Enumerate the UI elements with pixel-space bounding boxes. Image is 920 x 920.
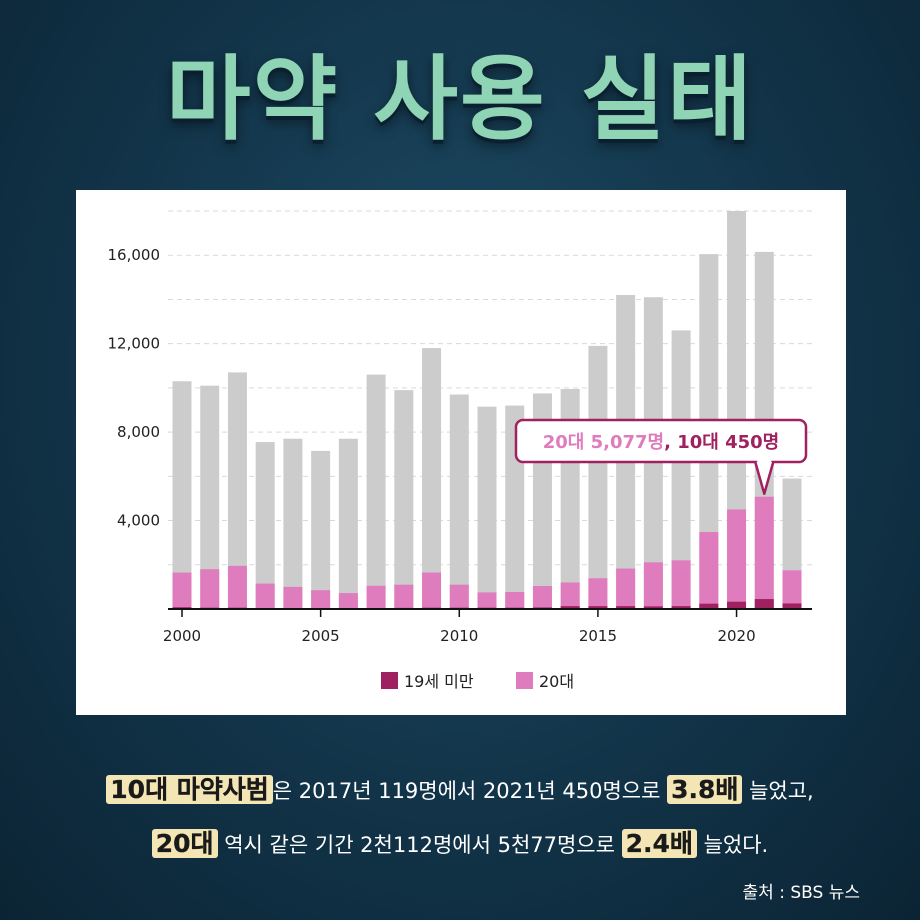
bar-total bbox=[422, 348, 442, 609]
callout-twenties-count: 20대 5,077명 bbox=[543, 432, 664, 453]
bar-teen bbox=[643, 606, 663, 609]
caption-highlight-twenties: 20대 bbox=[151, 829, 218, 858]
y-tick-label: 8,000 bbox=[117, 423, 160, 441]
bar-teen bbox=[782, 603, 802, 609]
caption-highlight-ratio: 3.8배 bbox=[667, 775, 743, 804]
bar-twenties bbox=[394, 584, 414, 609]
bar-teen bbox=[671, 606, 691, 609]
bar-twenties bbox=[560, 582, 580, 609]
x-tick-label: 2000 bbox=[163, 627, 201, 645]
bar-twenties bbox=[505, 591, 525, 609]
bar-twenties bbox=[227, 565, 247, 609]
caption-text: 은 2017년 119명에서 2021년 450명으로 bbox=[272, 779, 668, 803]
bar-twenties bbox=[699, 532, 719, 609]
legend-label-teen: 19세 미만 bbox=[404, 672, 474, 691]
x-tick-label: 2020 bbox=[717, 627, 755, 645]
chart-panel: 4,000 8,000 12,000 16,000 2000 2005 2010 2015 20… bbox=[76, 190, 846, 715]
bar-twenties bbox=[643, 562, 663, 609]
bar-total bbox=[394, 390, 414, 609]
legend-swatch-twenties bbox=[516, 672, 533, 689]
bar-chart: 4,000 8,000 12,000 16,000 2000 2005 2010 2015 20… bbox=[108, 210, 812, 691]
bar-total bbox=[255, 442, 275, 609]
bar-twenties bbox=[449, 584, 469, 609]
x-tick-label: 2015 bbox=[579, 627, 617, 645]
bar-total bbox=[477, 406, 497, 609]
bar-total bbox=[172, 381, 192, 609]
bar-twenties bbox=[532, 586, 552, 609]
bar-total bbox=[449, 394, 469, 609]
y-tick-label: 16,000 bbox=[108, 246, 161, 264]
bar-teen bbox=[754, 599, 774, 609]
bar-twenties bbox=[588, 578, 608, 609]
callout-pointer-mask bbox=[757, 459, 772, 464]
bar-twenties bbox=[782, 570, 802, 609]
caption-highlight-ratio: 2.4배 bbox=[621, 829, 697, 858]
bar-twenties bbox=[671, 560, 691, 609]
bar-twenties bbox=[422, 572, 442, 609]
x-tick-label: 2005 bbox=[302, 627, 340, 645]
legend-swatch-teen bbox=[381, 672, 398, 689]
source-credit: 출처 : SBS 뉴스 bbox=[742, 883, 860, 903]
bar-total bbox=[283, 438, 303, 609]
bar-twenties bbox=[255, 583, 275, 609]
bar-teen bbox=[616, 606, 636, 609]
bar-total bbox=[200, 385, 220, 609]
bar-teen bbox=[560, 606, 580, 609]
bar-twenties bbox=[477, 592, 497, 609]
bar-twenties bbox=[616, 568, 636, 609]
bar-total bbox=[366, 374, 386, 609]
bar-twenties bbox=[727, 509, 747, 609]
bar-total bbox=[671, 330, 691, 609]
caption-text: 역시 같은 기간 2천112명에서 5천77명으로 bbox=[217, 833, 622, 857]
bar-teen bbox=[588, 606, 608, 609]
bar-twenties bbox=[311, 590, 331, 609]
bar-twenties bbox=[283, 586, 303, 609]
bar-twenties bbox=[338, 593, 358, 609]
caption-text: 늘었다. bbox=[696, 833, 769, 857]
callout-teen-count: , 10대 450명 bbox=[664, 432, 779, 453]
bar-twenties bbox=[366, 585, 386, 609]
bar-total bbox=[311, 450, 331, 609]
caption-line-2: 20대 역시 같은 기간 2천112명에서 5천77명으로 2.4배 늘었다. bbox=[0, 824, 920, 860]
page-title: 마약 사용 실태 bbox=[166, 46, 754, 153]
y-tick-label: 12,000 bbox=[108, 335, 161, 353]
bar-total bbox=[588, 345, 608, 609]
bar-teen bbox=[727, 601, 747, 609]
y-tick-label: 4,000 bbox=[117, 512, 160, 530]
x-tick-label: 2010 bbox=[440, 627, 478, 645]
callout-pointer bbox=[754, 461, 775, 495]
bar-total bbox=[227, 372, 247, 609]
bar-twenties bbox=[172, 572, 192, 609]
caption-text: 늘었고, bbox=[742, 779, 814, 803]
bar-twenties bbox=[754, 496, 774, 609]
callout-label: 20대 5,077명, 10대 450명 bbox=[543, 432, 780, 453]
caption-line-1: 10대 마약사범 은 2017년 119명에서 2021년 450명으로 3.8배… bbox=[0, 770, 920, 806]
caption-highlight-teen: 10대 마약사범 bbox=[106, 775, 273, 804]
callout-box bbox=[514, 418, 808, 464]
legend-label-twenties: 20대 bbox=[539, 672, 574, 691]
bar-twenties bbox=[200, 569, 220, 609]
bar-teen bbox=[699, 603, 719, 609]
bar-total bbox=[338, 438, 358, 609]
